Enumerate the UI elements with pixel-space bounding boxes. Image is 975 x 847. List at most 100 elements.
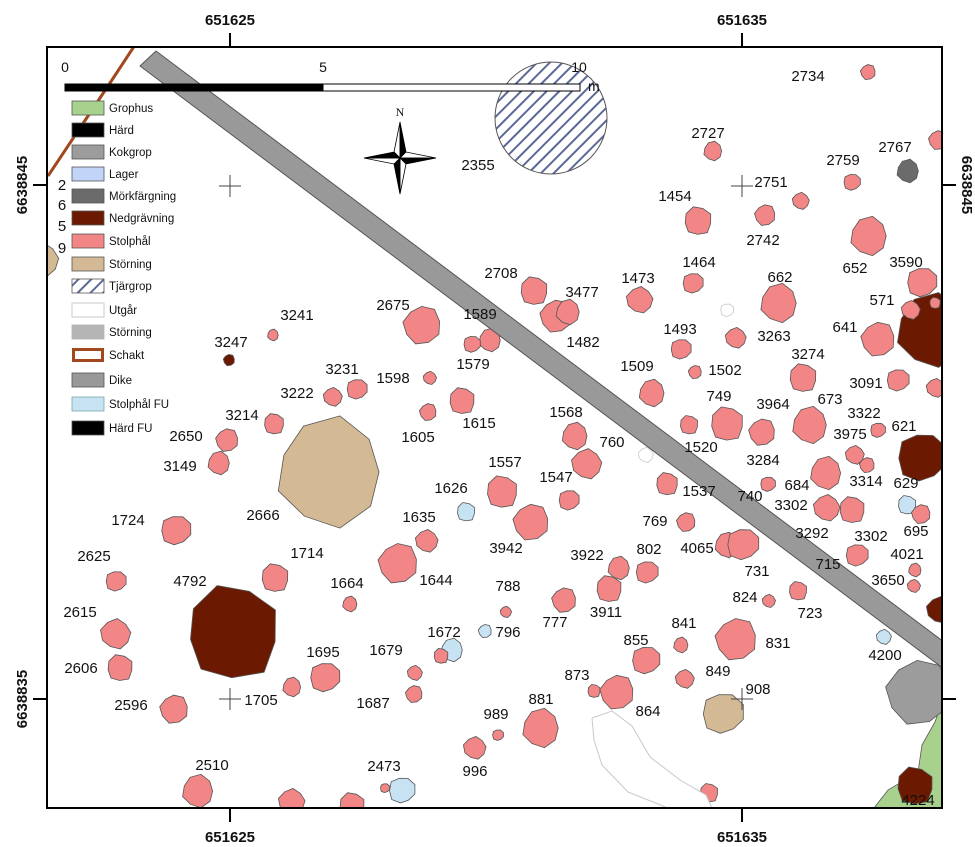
feature-label: 2606 [64, 660, 97, 677]
posthole-feature [632, 646, 661, 675]
legend-swatch [71, 324, 105, 340]
legend-label: Härd FU [109, 423, 152, 435]
feature-label: 3302 [854, 528, 887, 545]
feature-label: 2751 [754, 174, 787, 191]
feature-label: 731 [744, 563, 769, 580]
feature-label: 3222 [280, 385, 313, 402]
posthole-feature [684, 206, 712, 235]
feature-label: 1547 [539, 469, 572, 486]
legend-label: Utgår [109, 305, 137, 317]
grid-ticks [33, 33, 956, 822]
legend-item-stolphal: Stolphål [71, 233, 151, 249]
feature-label: 2708 [484, 265, 517, 282]
legend-label: Schakt [109, 350, 145, 362]
feature-label: 777 [542, 614, 567, 631]
grid-label-top-1: 651625 [205, 12, 255, 29]
legend-item-storning: Störning [71, 256, 152, 272]
feature-label: 1724 [111, 512, 144, 529]
feature-label: 1509 [620, 358, 653, 375]
posthole-feature [810, 455, 842, 491]
legend-swatch [71, 166, 105, 182]
legend-swatch [71, 302, 105, 318]
feature-label: 831 [765, 635, 790, 652]
posthole-feature [673, 636, 689, 654]
legend-swatch [71, 278, 105, 294]
feature-label: 621 [891, 418, 916, 435]
posthole-feature [342, 595, 358, 613]
posthole-feature [346, 379, 368, 400]
posthole-feature [625, 286, 654, 314]
posthole-feature [703, 140, 723, 162]
map-content: 2 6 5 9 2734 2727 2767 2759 2751 2355 1454 2742 652 3… [47, 47, 942, 809]
legend-swatch [71, 420, 105, 436]
feature-label: 4224 [901, 792, 934, 809]
posthole-feature [727, 529, 760, 561]
scale-tick-0: 0 [61, 59, 69, 75]
feature-label: 571 [869, 292, 894, 309]
posthole-feature [859, 64, 876, 81]
ditch-band [139, 50, 942, 669]
posthole-feature [105, 571, 127, 592]
feature-label: 2675 [376, 297, 409, 314]
posthole-feature [449, 387, 475, 414]
pit-feature [897, 766, 933, 805]
posthole-feature [754, 204, 776, 226]
feature-label: 4065 [680, 540, 713, 557]
posthole-feature [310, 663, 341, 693]
feature-label: 1626 [434, 480, 467, 497]
scale-tick-10: 10 [571, 59, 587, 75]
feature-label: 3292 [795, 525, 828, 542]
north-arrow-icon [363, 121, 437, 195]
posthole-fu-feature [477, 624, 492, 639]
legend-swatch [71, 372, 105, 388]
feature-label: 1598 [376, 370, 409, 387]
posthole-feature [402, 305, 441, 345]
legend-item-utgar: Utgår [71, 302, 137, 318]
feature-label: 3590 [889, 254, 922, 271]
feature-label: 3314 [849, 473, 882, 490]
feature-label: 4792 [173, 573, 206, 590]
legend: Grophus Härd Kokgrop Lager Mörkfärgning … [71, 100, 176, 436]
feature-label: 662 [767, 269, 792, 286]
feature-label: 1695 [306, 644, 339, 661]
legend-swatch [71, 256, 105, 272]
feature-label: 1568 [549, 404, 582, 421]
posthole-feature [512, 503, 549, 541]
feature-label: 769 [642, 513, 667, 530]
feature-label: 2759 [826, 152, 859, 169]
posthole-feature [761, 593, 776, 608]
grid-label-top-2: 651635 [717, 12, 767, 29]
posthole-feature [215, 428, 238, 452]
legend-label: Störning [109, 327, 152, 339]
feature-label: 1589 [463, 306, 496, 323]
feature-label: 684 [784, 477, 809, 494]
feature-label: 3284 [746, 452, 779, 469]
posthole-feature [711, 406, 743, 441]
posthole-feature [792, 405, 827, 445]
posthole-feature [100, 618, 132, 650]
feature-label: 996 [462, 763, 487, 780]
legend-label: Nedgrävning [109, 213, 174, 225]
legend-label: Mörkfärgning [109, 191, 176, 203]
feature-label: 802 [636, 541, 661, 558]
posthole-feature [322, 386, 343, 407]
feature-label: 1679 [369, 642, 402, 659]
posthole-feature [906, 578, 921, 593]
feature-label: 3091 [849, 375, 882, 392]
posthole-feature [680, 415, 698, 435]
feature-label: 2355 [461, 157, 494, 174]
feature-label: 2625 [77, 548, 110, 565]
feature-label: 2727 [691, 125, 724, 142]
posthole-feature [843, 174, 861, 191]
legend-item-grophus: Grophus [71, 100, 153, 116]
legend-swatch [71, 396, 105, 412]
feature-label: 2666 [246, 507, 279, 524]
feature-label: 2 [58, 177, 66, 194]
grid-label-left-2: 6638835 [14, 670, 31, 728]
posthole-feature [161, 516, 192, 546]
legend-swatch [72, 348, 104, 362]
feature-label: 3922 [570, 547, 603, 564]
disturbance-feature [47, 244, 60, 277]
posthole-feature [911, 504, 931, 524]
posthole-fu-feature [898, 495, 916, 515]
